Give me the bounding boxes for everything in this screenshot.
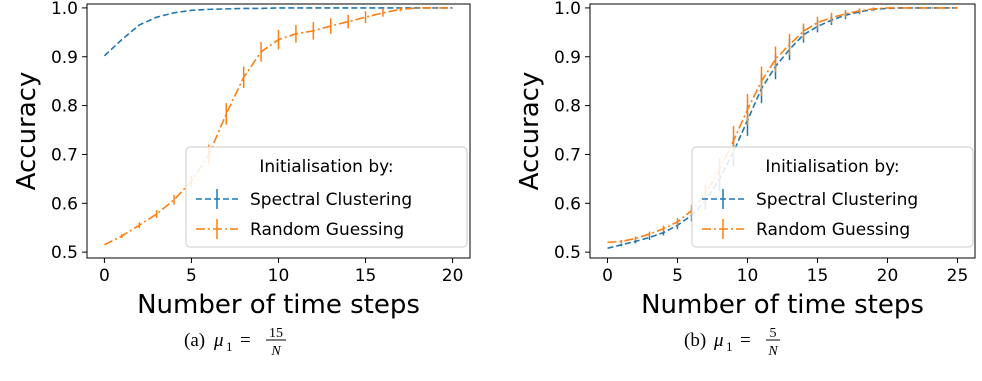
y-tick-label: 0.7: [51, 145, 78, 165]
y-axis-label: Accuracy: [515, 72, 545, 191]
x-tick-label: 5: [672, 266, 683, 286]
legend-box: [691, 146, 974, 248]
legend: Initialisation by: Spectral Clustering Ran…: [185, 146, 468, 248]
y-tick-label: 0.8: [554, 97, 581, 117]
y-tick-label: 0.9: [51, 48, 78, 68]
y-tick-label: 1.0: [51, 0, 78, 19]
x-tick-label: 0: [602, 266, 613, 286]
y-axis-label: Accuracy: [12, 72, 42, 191]
y-tick-label: 0.8: [51, 97, 78, 117]
x-tick-label: 10: [737, 266, 759, 286]
caption-equals: =: [240, 330, 251, 351]
caption-numerator: 5: [770, 326, 777, 341]
x-tick-label: 0: [99, 266, 110, 286]
caption-variable: μ: [213, 330, 224, 351]
caption-numerator: 15: [269, 326, 283, 341]
x-axis-label: Number of time steps: [137, 290, 420, 320]
caption-equals: =: [740, 330, 751, 351]
x-tick-label: 15: [807, 266, 829, 286]
caption-variable: μ: [713, 330, 724, 351]
legend-entry-label: Spectral Clustering: [756, 190, 918, 210]
legend-entry-label: Random Guessing: [250, 220, 404, 240]
y-tick-label: 0.5: [51, 243, 78, 263]
legend-title: Initialisation by:: [259, 157, 393, 177]
x-tick-label: 10: [268, 266, 290, 286]
caption-label: (a): [184, 330, 205, 351]
caption-subscript: 1: [726, 339, 733, 354]
y-tick-label: 0.6: [554, 194, 581, 214]
caption-denominator: N: [270, 344, 281, 359]
y-tick-label: 0.5: [554, 243, 581, 263]
y-tick-label: 1.0: [554, 0, 581, 19]
legend-title: Initialisation by:: [765, 157, 899, 177]
y-tick-label: 0.9: [554, 48, 581, 68]
caption-subscript: 1: [226, 339, 233, 354]
panel-caption: (b) μ 1 = 5 N: [684, 326, 780, 359]
legend-box: [185, 146, 468, 248]
x-axis-label: Number of time steps: [641, 290, 924, 320]
plot-area: [103, 7, 453, 246]
panel-caption: (a) μ 1 = 15 N: [184, 326, 286, 359]
caption-denominator: N: [767, 344, 778, 359]
caption-label: (b): [684, 330, 706, 351]
x-tick-label: 5: [186, 266, 197, 286]
legend-entry-label: Random Guessing: [756, 220, 910, 240]
y-tick-label: 0.7: [554, 145, 581, 165]
x-tick-label: 20: [877, 266, 899, 286]
x-tick-label: 20: [442, 266, 464, 286]
chart-panel-a: 0 5 10 15 20 0.5 0.6 0.7 0.8 0.9 1.0 Number of time…: [12, 0, 471, 359]
y-tick-label: 0.6: [51, 194, 78, 214]
x-tick-label: 25: [947, 266, 969, 286]
legend: Initialisation by: Spectral Clustering Ran…: [691, 146, 974, 248]
x-tick-label: 15: [355, 266, 377, 286]
plot-frame: [589, 3, 976, 259]
series-line-random-guessing: [607, 7, 958, 244]
legend-entry-label: Spectral Clustering: [250, 190, 412, 210]
